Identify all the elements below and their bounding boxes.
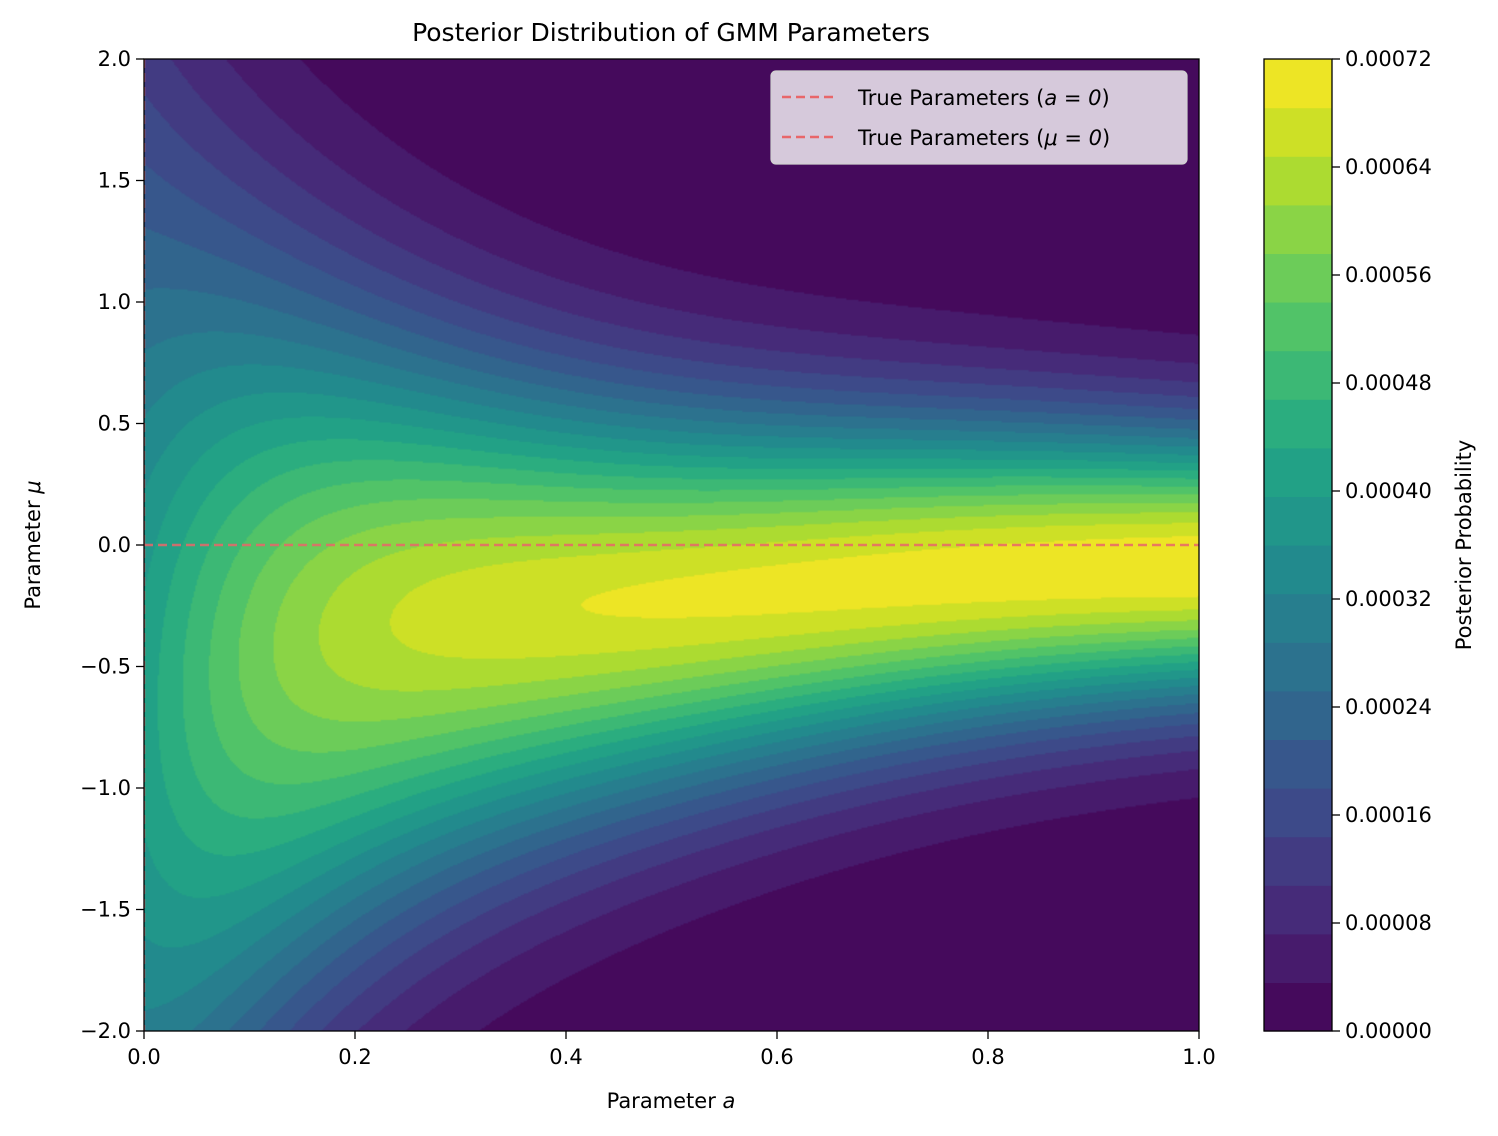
legend-label-suffix: ) (1102, 126, 1110, 150)
colorbar-label: Posterior Probability (1452, 440, 1476, 651)
chart-title: Posterior Distribution of GMM Parameters (412, 18, 930, 47)
colorbar-band (1264, 204, 1332, 254)
colorbar-band (1264, 982, 1332, 1032)
colorbar-band (1264, 642, 1332, 692)
x-tick-label: 1.0 (1182, 1045, 1215, 1069)
colorbar-tick-label: 0.00064 (1345, 155, 1432, 179)
x-tick-label: 0.6 (760, 1045, 793, 1069)
colorbar-tick-label: 0.00024 (1345, 695, 1432, 719)
colorbar-tick-label: 0.00016 (1345, 803, 1432, 827)
colorbar-tick-label: 0.00072 (1345, 47, 1432, 71)
colorbar-tick-label: 0.00008 (1345, 911, 1432, 935)
colorbar-band (1264, 593, 1332, 643)
colorbar-frame (1263, 58, 1333, 1032)
colorbar-band (1264, 59, 1332, 109)
x-tick-label: 0.8 (971, 1045, 1004, 1069)
colorbar-band (1264, 399, 1332, 449)
legend-label-math: a = 0 (1044, 86, 1101, 110)
colorbar-band (1264, 350, 1332, 400)
legend-label-suffix: ) (1102, 86, 1110, 110)
legend-box (770, 70, 1188, 165)
y-tick-label: −0.5 (80, 655, 131, 679)
colorbar-band (1264, 836, 1332, 886)
colorbar-tick-label: 0.00048 (1345, 371, 1432, 395)
x-tick-label: 0.2 (338, 1045, 371, 1069)
x-axis-title-symbol: a (723, 1089, 736, 1113)
colorbar-band (1264, 788, 1332, 838)
y-tick-label: 1.5 (98, 169, 131, 193)
y-tick-label: 2.0 (98, 47, 131, 71)
x-tick-label: 0.0 (127, 1045, 160, 1069)
y-tick-label: −1.5 (80, 898, 131, 922)
y-axis-title-symbol: μ (21, 480, 45, 494)
colorbar: 0.00072 0.00064 0.00056 0.00048 0.00040 0.000… (1263, 47, 1476, 1043)
colorbar-band (1264, 933, 1332, 983)
colorbar-tick-label: 0.00032 (1345, 587, 1432, 611)
x-tick-label: 0.4 (549, 1045, 582, 1069)
x-axis: 0.0 0.2 0.4 0.6 0.8 1.0 (127, 1031, 1216, 1069)
colorbar-tick-label: 0.00000 (1345, 1019, 1432, 1043)
colorbar-band (1264, 156, 1332, 206)
colorbar-band (1264, 496, 1332, 546)
reference-line-layer (144, 59, 1199, 1031)
y-axis-title-prefix: Parameter (21, 494, 45, 610)
y-tick-label: −1.0 (80, 776, 131, 800)
colorbar-band (1264, 253, 1332, 303)
colorbar-band (1264, 690, 1332, 740)
colorbar-ticks: 0.00072 0.00064 0.00056 0.00048 0.00040 0.000… (1332, 47, 1432, 1043)
x-axis-title: Parameter a (607, 1089, 736, 1113)
colorbar-bands (1264, 59, 1332, 1032)
legend-label-prefix: True Parameters ( (857, 86, 1044, 110)
colorbar-band (1264, 739, 1332, 789)
legend-label-math: μ = 0 (1043, 126, 1102, 150)
y-axis-title: Parameter μ (21, 480, 45, 609)
y-axis: 2.0 1.5 1.0 0.5 0.0 −0.5 −1.0 −1.5 −2.0 (80, 47, 144, 1043)
legend-label-prefix: True Parameters ( (857, 126, 1044, 150)
colorbar-band (1264, 447, 1332, 497)
y-tick-label: −2.0 (80, 1019, 131, 1043)
y-tick-label: 0.0 (98, 533, 131, 557)
legend-label-true-a: True Parameters (a = 0) (857, 86, 1110, 110)
colorbar-band (1264, 545, 1332, 595)
colorbar-tick-label: 0.00056 (1345, 263, 1432, 287)
y-tick-label: 1.0 (98, 290, 131, 314)
colorbar-band (1264, 885, 1332, 935)
legend: True Parameters (a = 0) True Parameters … (770, 70, 1188, 165)
legend-label-true-mu: True Parameters (μ = 0) (857, 126, 1110, 150)
colorbar-band (1264, 107, 1332, 157)
colorbar-tick-label: 0.00040 (1345, 479, 1432, 503)
colorbar-band (1264, 302, 1332, 352)
x-axis-title-prefix: Parameter (607, 1089, 723, 1113)
y-tick-label: 0.5 (98, 412, 131, 436)
